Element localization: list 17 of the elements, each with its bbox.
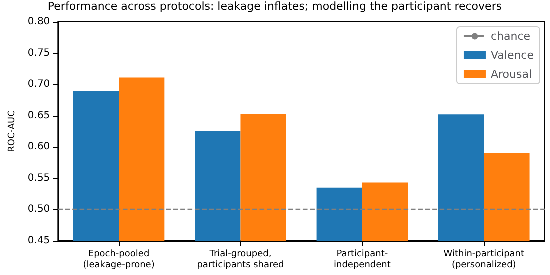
y-tick-label: 0.60	[28, 142, 50, 153]
y-axis-title: ROC-AUC	[8, 110, 18, 152]
x-tick-label: Participant- independent	[334, 250, 392, 270]
legend-label: chance	[490, 30, 531, 43]
y-tick-label: 0.50	[28, 204, 50, 216]
chart-title: Performance across protocols: leakage inflates; modelling the participant recovers	[48, 0, 502, 13]
y-tick-label: 0.70	[28, 79, 50, 90]
y-tick-label: 0.45	[28, 236, 50, 246]
x-tick-label: Within-participant (personalized)	[444, 250, 525, 270]
legend-label: Arousal	[490, 68, 532, 81]
x-tick-label: Epoch-pooled (leakage-prone)	[83, 250, 155, 270]
y-tick-label: 0.80	[28, 16, 50, 28]
y-tick-label: 0.75	[28, 48, 50, 59]
y-tick-label: 0.55	[28, 172, 50, 184]
x-tick-label: Trial-grouped, participants shared	[197, 250, 284, 270]
y-tick-label: 0.65	[28, 110, 50, 122]
legend-label: Valence	[490, 49, 534, 62]
